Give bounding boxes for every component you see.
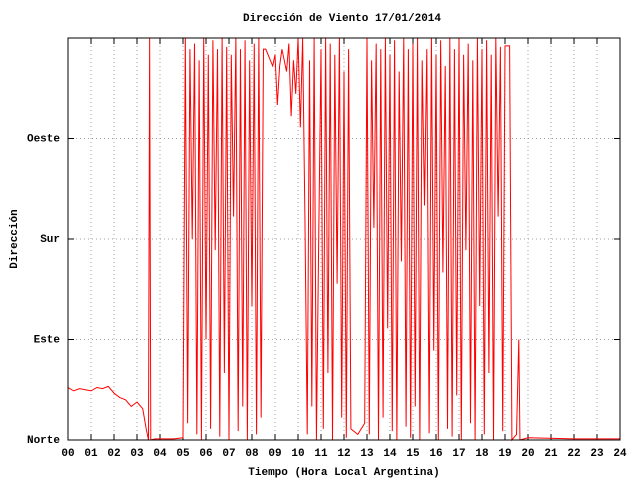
x-tick-label: 10: [291, 448, 304, 460]
x-tick-label: 06: [199, 448, 212, 460]
x-tick-label: 02: [107, 448, 120, 460]
x-tick-label: 08: [245, 448, 259, 460]
x-tick-label: 19: [498, 448, 511, 460]
x-tick-label: 17: [452, 448, 465, 460]
x-axis-label: Tiempo (Hora Local Argentina): [248, 467, 439, 479]
x-tick-label: 04: [153, 448, 167, 460]
x-tick-label: 01: [84, 448, 98, 460]
x-tick-label: 16: [429, 448, 442, 460]
y-tick-label: Sur: [40, 234, 60, 246]
x-tick-label: 09: [268, 448, 281, 460]
x-tick-label: 03: [130, 448, 144, 460]
x-tick-label: 23: [590, 448, 604, 460]
x-tick-label: 12: [337, 448, 350, 460]
x-tick-label: 20: [521, 448, 534, 460]
x-tick-label: 15: [406, 448, 420, 460]
y-tick-label: Norte: [27, 435, 60, 447]
x-tick-label: 24: [613, 448, 627, 460]
y-axis-label: Dirección: [9, 209, 21, 268]
x-tick-label: 14: [383, 448, 397, 460]
x-tick-label: 05: [176, 448, 190, 460]
x-tick-label: 07: [222, 448, 235, 460]
x-tick-label: 21: [544, 448, 558, 460]
plot-border: [67, 37, 621, 441]
x-tick-label: 00: [61, 448, 74, 460]
x-tick-label: 22: [567, 448, 580, 460]
x-tick-label: 11: [314, 448, 328, 460]
x-tick-label: 13: [360, 448, 374, 460]
x-tick-label: 18: [475, 448, 489, 460]
y-tick-label: Este: [34, 334, 61, 346]
chart-title: Dirección de Viento 17/01/2014: [243, 13, 441, 25]
y-tick-label: Oeste: [27, 133, 60, 145]
